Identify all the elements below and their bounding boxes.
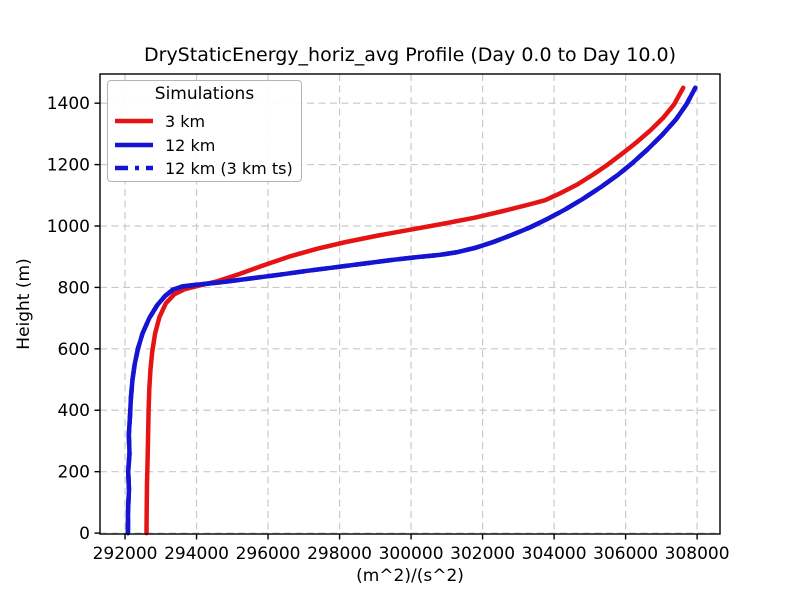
y-axis-label: Height (m) <box>14 258 34 350</box>
blue-dashed-line-swatch-icon <box>115 165 153 171</box>
legend-label: 3 km <box>165 111 206 131</box>
legend: Simulations 3 km 12 km 12 km (3 km ts) <box>107 80 302 182</box>
legend-label: 12 km (3 km ts) <box>165 158 293 178</box>
y-tick-label: 1000 <box>47 217 90 237</box>
grid-lines <box>100 74 720 534</box>
y-tick-label: 600 <box>58 340 90 360</box>
series-lines <box>125 85 698 536</box>
x-tick-label: 300000 <box>379 544 444 564</box>
x-tick-label: 306000 <box>593 544 658 564</box>
legend-label: 12 km <box>165 135 216 155</box>
x-tick-label: 308000 <box>665 544 730 564</box>
series-3-km <box>144 85 686 536</box>
tick-labels: 292000 294000 296000 298000 300000 302000 3040… <box>47 94 730 564</box>
axis-ticks <box>94 102 698 540</box>
plot-border <box>99 73 721 535</box>
legend-entry-12km: 12 km <box>114 135 215 155</box>
x-tick-label: 298000 <box>307 544 372 564</box>
series-12-km-3-km-ts- <box>125 85 698 536</box>
x-tick-label: 294000 <box>164 544 229 564</box>
y-tick-label: 200 <box>58 463 90 483</box>
legend-entry-3km: 3 km <box>114 111 205 131</box>
x-tick-label: 302000 <box>450 544 515 564</box>
y-tick-label: 0 <box>79 524 90 544</box>
x-tick-label: 292000 <box>93 544 158 564</box>
x-axis-label: (m^2)/(s^2) <box>356 566 464 586</box>
y-tick-label: 1400 <box>47 94 90 114</box>
chart-title: DryStaticEnergy_horiz_avg Profile (Day 0… <box>144 44 676 66</box>
red-line-swatch-icon <box>115 118 153 124</box>
legend-title: Simulations <box>154 84 255 104</box>
x-tick-label: 304000 <box>522 544 587 564</box>
y-tick-label: 800 <box>58 278 90 298</box>
y-tick-label: 400 <box>58 401 90 421</box>
x-tick-label: 296000 <box>236 544 301 564</box>
y-tick-label: 1200 <box>47 156 90 176</box>
legend-entry-12km-3kmts: 12 km (3 km ts) <box>114 158 293 178</box>
blue-line-swatch-icon <box>115 142 153 148</box>
